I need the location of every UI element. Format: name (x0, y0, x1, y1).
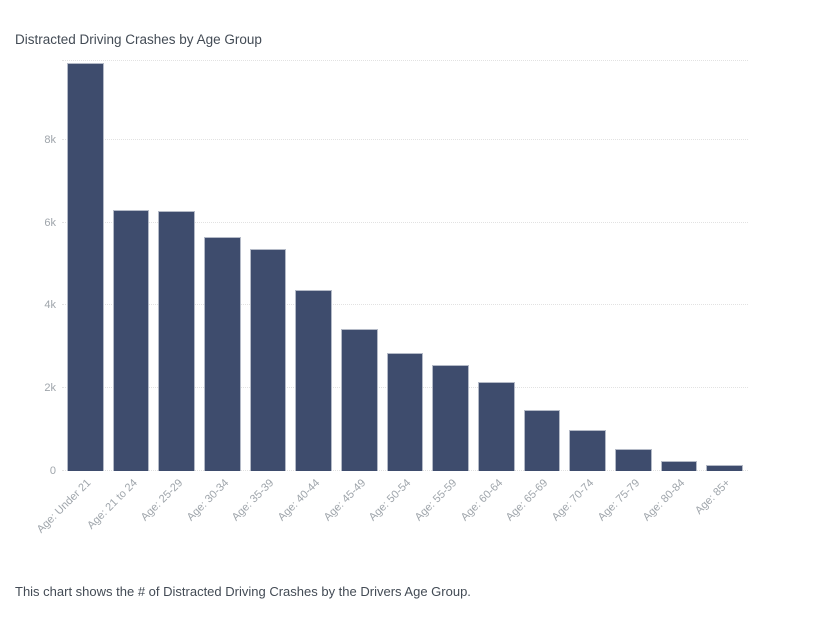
x-tick-label: Age: 55-59 (412, 477, 460, 524)
y-tick-label: 2k (44, 382, 56, 395)
x-tick-label: Age: 30-34 (184, 477, 231, 524)
bar-age-55-59[interactable] (432, 364, 469, 471)
bar-age-85+[interactable] (706, 465, 743, 471)
chart-title: Distracted Driving Crashes by Age Group (15, 32, 262, 47)
bar-age-45-49[interactable] (341, 328, 378, 471)
x-tick-label: Age: 35-39 (229, 477, 277, 524)
x-tick-label: Age: 75-79 (595, 477, 642, 524)
bar-age-60-64[interactable] (478, 382, 515, 471)
y-axis: 0 2k 4k 6k 8k (0, 61, 56, 477)
x-tick-label: Age: 45-49 (321, 477, 368, 524)
bar-age-65-69[interactable] (523, 409, 561, 471)
bar-age-30-34[interactable] (204, 236, 241, 471)
y-tick-label: 6k (44, 216, 56, 229)
x-tick-label: Age: 70-74 (549, 477, 597, 524)
y-tick-label: 4k (44, 299, 56, 312)
x-tick-label: Age: 25-29 (138, 477, 186, 524)
bar-age-40-44[interactable] (295, 289, 332, 471)
bar-age-under-21[interactable] (67, 63, 104, 471)
gridline (62, 304, 748, 306)
bar-age-80-84[interactable] (660, 461, 698, 471)
x-tick-label: Age: 85+ (693, 477, 734, 517)
bar-age-21-to-24[interactable] (112, 210, 150, 471)
x-axis: Age: Under 21 Age: 21 to 24 Age: 25-29 Age:… (35, 477, 748, 587)
plot-area (62, 60, 748, 471)
x-tick-label: Age: 60-64 (458, 477, 505, 524)
gridline (62, 138, 748, 140)
y-tick-label: 8k (44, 133, 56, 146)
x-tick-label: Age: 40-44 (275, 477, 323, 524)
bar-age-70-74[interactable] (569, 430, 606, 471)
bar-age-35-39[interactable] (249, 248, 287, 471)
bar-age-50-54[interactable] (386, 352, 424, 471)
x-tick-label: Age: 65-69 (503, 477, 551, 524)
x-tick-label: Age: 50-54 (366, 477, 414, 524)
bar-age-25-29[interactable] (158, 210, 195, 471)
x-tick-label: Age: Under 21 (35, 477, 94, 536)
bar-age-75-79[interactable] (615, 449, 652, 471)
x-tick-label: Age: 80-84 (640, 477, 688, 524)
chart-caption: This chart shows the # of Distracted Dri… (15, 584, 471, 599)
y-tick-label: 0 (49, 465, 56, 477)
bar-chart: Distracted Driving Crashes by Age Group … (0, 32, 748, 536)
gridline (62, 221, 748, 223)
gridline (62, 60, 748, 61)
